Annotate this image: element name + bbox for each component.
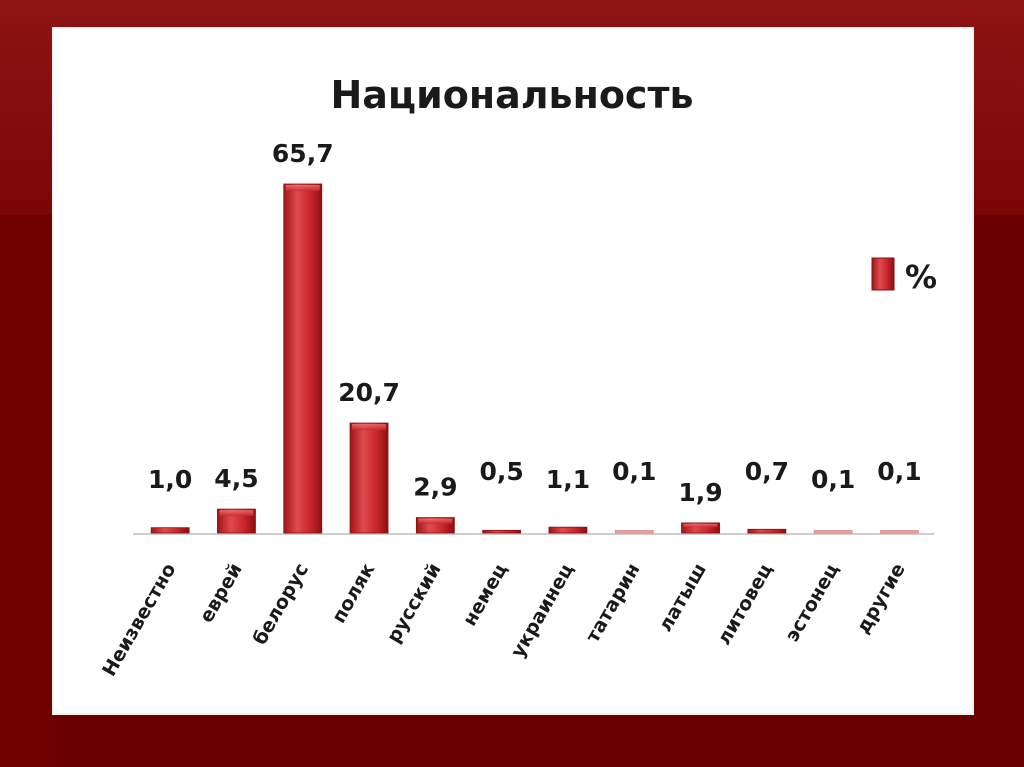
value-label-1: 4,5 (214, 464, 258, 493)
bar-highlight-4 (418, 518, 453, 524)
category-label-3: поляк (328, 559, 380, 627)
category-label-2: белорус (249, 560, 313, 649)
bar-5 (482, 529, 522, 534)
legend-label: % (905, 258, 937, 296)
bar-7 (614, 530, 654, 534)
category-label-9: литовец (713, 560, 777, 649)
bar-2 (283, 183, 323, 534)
bar-highlight-8 (683, 523, 718, 528)
value-label-9: 0,7 (745, 457, 789, 486)
value-label-2: 65,7 (272, 139, 334, 168)
value-labels-group: 1,0 4,5 65,7 20,7 2,9 0,5 1,1 0,1 1,9 0,7 0,1 0,1 (148, 139, 922, 507)
value-label-10: 0,1 (811, 465, 855, 494)
category-label-7: татарин (582, 560, 645, 647)
legend: % (871, 257, 937, 296)
bar-3 (349, 422, 389, 534)
value-label-6: 1,1 (546, 465, 590, 494)
category-label-1: еврей (195, 560, 246, 627)
bar-6 (548, 526, 588, 534)
category-label-11: другие (852, 560, 910, 638)
value-label-3: 20,7 (338, 378, 400, 407)
bar-8 (681, 522, 720, 534)
category-label-0: Неизвестно (98, 560, 180, 681)
category-label-5: немец (459, 560, 512, 630)
value-label-0: 1,0 (148, 465, 192, 494)
bar-highlight-3 (352, 424, 387, 431)
legend-swatch (871, 257, 895, 291)
chart-title: Национальность (330, 73, 693, 117)
slide-panel (52, 27, 974, 715)
bar-0 (150, 527, 190, 534)
category-label-8: латыш (654, 560, 711, 636)
bar-9 (747, 528, 787, 534)
bar-11 (880, 530, 919, 534)
value-label-11: 0,1 (877, 457, 921, 486)
bar-10 (813, 530, 853, 534)
category-label-4: русский (383, 560, 446, 647)
category-label-6: украинец (507, 560, 579, 662)
bar-highlight-2 (285, 185, 320, 191)
value-label-7: 0,1 (612, 457, 656, 486)
category-labels-group: Неизвестно еврей белорус поляк русский немецу… (98, 559, 910, 680)
value-label-5: 0,5 (480, 457, 524, 486)
bar-highlight-1 (219, 510, 254, 517)
category-label-10: эстонец (781, 560, 843, 646)
bars-group (150, 183, 919, 534)
value-label-8: 1,9 (678, 478, 722, 507)
value-label-4: 2,9 (413, 473, 457, 502)
